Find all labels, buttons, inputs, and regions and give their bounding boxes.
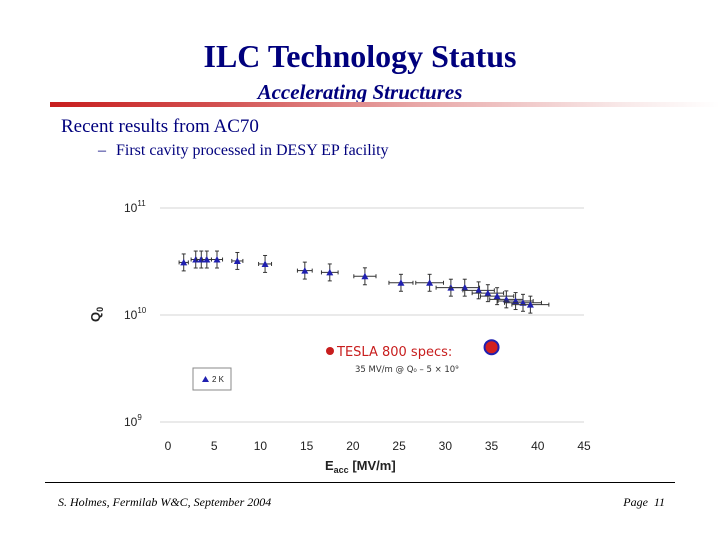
data-marker: [261, 260, 269, 267]
data-marker: [233, 257, 241, 264]
data-point: [449, 278, 481, 297]
data-marker: [192, 256, 200, 263]
x-tick-label: 5: [211, 439, 218, 453]
x-axis-label: E: [325, 458, 334, 473]
x-axis-label-sub: acc: [334, 465, 349, 475]
data-marker: [213, 256, 221, 263]
x-axis-title: Eacc [MV/m]: [325, 458, 396, 475]
spec-annotation: TESLA 800 specs: 35 MV/m @ Q₀ – 5 × 10⁹: [326, 345, 459, 375]
data-marker: [526, 301, 534, 308]
y-axis-label: Q: [88, 312, 103, 322]
y-tick-label: 109: [124, 413, 142, 429]
data-marker: [493, 292, 501, 300]
x-tick-label: 35: [485, 439, 499, 453]
subbullet-text: First cavity processed in DESY EP facili…: [116, 142, 389, 159]
data-marker: [197, 256, 205, 263]
data-point: [210, 250, 224, 269]
data-marker: [203, 256, 211, 263]
x-tick-label: 40: [531, 439, 545, 453]
annotation-label: TESLA 800 specs:: [336, 345, 452, 360]
data-marker: [326, 268, 334, 276]
slide-subtitle: Accelerating Structures: [257, 80, 463, 104]
footer-page-number: 11: [653, 495, 665, 509]
data-marker: [426, 279, 434, 286]
svg-text:Eacc [MV/m]: Eacc [MV/m]: [325, 458, 396, 475]
legend-box: [192, 367, 232, 391]
title-rule: [50, 102, 720, 107]
data-marker: [475, 286, 483, 294]
data-marker: [397, 279, 405, 286]
data-point: [353, 267, 377, 286]
y-tick-label: 1010: [124, 306, 147, 322]
data-point: [296, 261, 313, 280]
data-point: [320, 263, 339, 282]
x-tick-label: 30: [439, 439, 453, 453]
data-point: [201, 250, 212, 269]
chart-axes: 1011 1010 109 0 5 10 15 20 25 30 35 40 45: [124, 199, 591, 453]
footer-rule: [45, 482, 675, 483]
data-marker: [180, 258, 188, 266]
chart-marks: [178, 250, 550, 356]
annotation-bullet: [326, 347, 334, 355]
subbullet-dash: –: [98, 142, 106, 159]
data-point: [471, 284, 505, 303]
data-point: [462, 281, 495, 300]
subbullet: – First cavity processed in DESY EP facil…: [98, 142, 389, 160]
data-point: [503, 293, 542, 312]
data-point: [178, 253, 189, 272]
data-point: [415, 273, 444, 292]
x-tick-label: 0: [165, 439, 172, 453]
x-tick-label: 20: [346, 439, 360, 453]
data-point: [258, 254, 273, 273]
data-point: [388, 273, 414, 292]
data-marker: [361, 272, 369, 280]
x-axis-label-unit: [MV/m]: [349, 458, 396, 473]
chart-grid: [160, 207, 584, 423]
data-marker: [301, 267, 309, 274]
footer-citation: S. Holmes, Fermilab W&C, September 2004: [58, 495, 272, 509]
x-tick-label: 45: [577, 439, 591, 453]
chart-legend: 2 K: [192, 367, 232, 391]
footer-page-label: Page: [623, 495, 648, 509]
legend-marker: [202, 376, 209, 382]
spec-marker: [483, 339, 500, 356]
footer-page: Page 11: [623, 495, 665, 510]
y-axis-label-sub: 0: [95, 307, 105, 312]
data-point: [511, 295, 550, 314]
x-tick-label: 15: [300, 439, 314, 453]
annotation-detail: 35 MV/m @ Q₀ – 5 × 10⁹: [355, 365, 459, 375]
y-tick-label: 1011: [124, 199, 146, 215]
svg-text:Q0: Q0: [88, 307, 105, 322]
data-point: [479, 287, 515, 306]
y-axis-title: Q0: [88, 307, 105, 322]
legend-entry: 2 K: [212, 375, 225, 384]
data-point: [231, 251, 244, 270]
data-marker: [484, 289, 492, 297]
slide-title: ILC Technology Status: [203, 38, 517, 74]
x-tick-label: 10: [254, 439, 268, 453]
bullet-text: Recent results from AC70: [61, 116, 259, 137]
x-tick-label: 25: [392, 439, 406, 453]
